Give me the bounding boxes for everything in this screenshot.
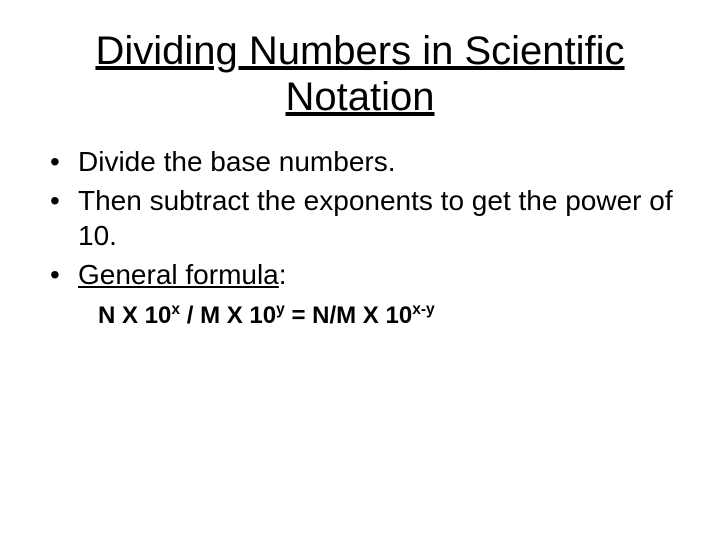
bullet-list: Divide the base numbers. Then subtract t… [40, 144, 680, 292]
formula-part: = N/M X 10 [285, 302, 412, 329]
formula-exponent: x-y [412, 301, 435, 318]
bullet-text: Divide the base numbers. [78, 146, 396, 177]
formula-part: / M X 10 [180, 302, 276, 329]
formula-exponent: x [171, 301, 180, 318]
slide-title: Dividing Numbers in Scientific Notation [80, 28, 640, 120]
bullet-text: : [279, 259, 287, 290]
bullet-text-underlined: General formula [78, 259, 279, 290]
slide: Dividing Numbers in Scientific Notation … [0, 0, 720, 540]
bullet-item: General formula: [50, 257, 680, 292]
bullet-text: Then subtract the exponents to get the p… [78, 185, 673, 251]
formula-part: N X 10 [98, 302, 171, 329]
bullet-item: Then subtract the exponents to get the p… [50, 183, 680, 253]
formula-exponent: y [276, 301, 285, 318]
formula-line: N X 10x / M X 10y = N/M X 10x-y [40, 302, 680, 330]
bullet-item: Divide the base numbers. [50, 144, 680, 179]
